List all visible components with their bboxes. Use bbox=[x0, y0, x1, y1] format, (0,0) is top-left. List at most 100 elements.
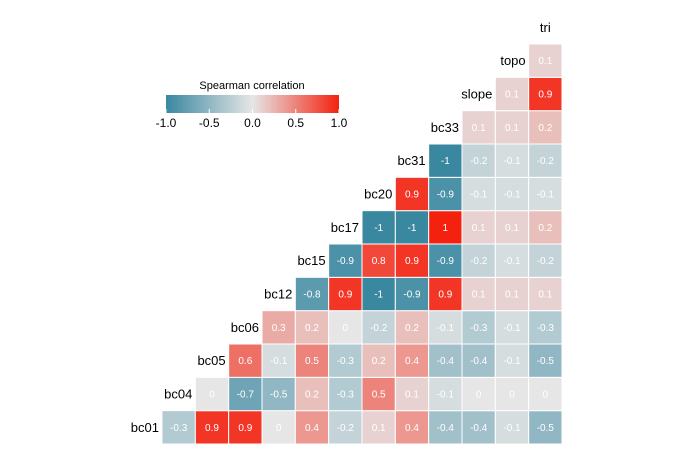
cell-value-bc17-tri: 0.2 bbox=[538, 223, 552, 234]
cell-value-bc06-topo: -0.1 bbox=[503, 323, 521, 334]
heatmap-cell-bc15-bc20 bbox=[361, 243, 396, 278]
heatmap-cell-bc06-bc20 bbox=[361, 310, 396, 345]
heatmap-cell-bc01-bc15 bbox=[294, 410, 330, 445]
cell-value-bc05-bc33: -0.4 bbox=[437, 356, 455, 367]
cell-value-bc05-bc31: 0.4 bbox=[405, 356, 419, 367]
cell-value-bc12-topo: 0.1 bbox=[505, 290, 519, 301]
cell-value-bc04-slope: 0 bbox=[476, 390, 482, 401]
heatmap-cell-bc33-topo bbox=[494, 110, 530, 145]
cell-value-bc01-bc33: -0.4 bbox=[437, 423, 455, 434]
heatmap-cell-bc01-bc04 bbox=[161, 410, 196, 445]
heatmap-cell-topo-tri bbox=[528, 43, 563, 78]
heatmap-cells: -0.3 0.9 0.9 0 0.4 -0.2 0.1 0.4 -0.4 -0.4 -0.1 -0.5… bbox=[161, 43, 563, 445]
heatmap-cell-bc15-bc31 bbox=[394, 243, 430, 278]
heatmap-cell-bc05-bc33 bbox=[428, 343, 463, 378]
heatmap-cell-bc33-tri bbox=[528, 110, 563, 145]
legend-tick-label: 1.0 bbox=[331, 116, 348, 130]
variable-label-bc20: bc20 bbox=[364, 187, 392, 202]
cell-value-bc05-bc06: 0.6 bbox=[238, 356, 252, 367]
cell-value-bc05-topo: -0.1 bbox=[503, 356, 521, 367]
heatmap-cell-bc33-slope bbox=[461, 110, 496, 145]
legend-title: Spearman correlation bbox=[199, 80, 304, 92]
cell-value-bc12-bc15: -0.8 bbox=[303, 290, 321, 301]
heatmap-cell-bc17-bc33 bbox=[428, 210, 463, 245]
variable-label-bc04: bc04 bbox=[164, 387, 192, 402]
heatmap-cell-bc04-bc05 bbox=[194, 376, 230, 412]
cell-value-bc05-slope: -0.4 bbox=[470, 356, 488, 367]
variable-label-bc31: bc31 bbox=[397, 153, 425, 168]
legend-tick-label: 0.5 bbox=[287, 116, 304, 130]
cell-value-bc04-bc15: 0.2 bbox=[305, 390, 319, 401]
cell-value-bc04-bc20: 0.5 bbox=[372, 390, 386, 401]
cell-value-bc17-topo: 0.1 bbox=[505, 223, 519, 234]
heatmap-cell-bc12-bc33 bbox=[428, 276, 463, 312]
heatmap-cell-bc04-bc33 bbox=[428, 376, 463, 412]
heatmap-cell-bc20-tri bbox=[528, 176, 563, 212]
cell-value-bc01-bc20: 0.1 bbox=[372, 423, 386, 434]
heatmap-cell-bc04-bc20 bbox=[361, 376, 396, 412]
heatmap-cell-bc05-bc31 bbox=[394, 343, 430, 378]
cell-value-bc06-bc31: 0.2 bbox=[405, 323, 419, 334]
cell-value-bc15-tri: -0.2 bbox=[537, 256, 555, 267]
cell-value-bc15-slope: -0.2 bbox=[470, 256, 488, 267]
heatmap-cell-bc31-bc33 bbox=[428, 143, 463, 178]
cell-value-bc05-bc12: -0.1 bbox=[270, 356, 288, 367]
heatmap-cell-bc17-bc20 bbox=[361, 210, 396, 245]
variable-label-bc17: bc17 bbox=[331, 220, 359, 235]
cell-value-bc05-bc15: 0.5 bbox=[305, 356, 319, 367]
heatmap-cell-bc17-slope bbox=[461, 210, 496, 245]
cell-value-bc06-bc17: 0 bbox=[343, 323, 349, 334]
cell-value-bc06-bc15: 0.2 bbox=[305, 323, 319, 334]
variable-label-bc05: bc05 bbox=[197, 353, 225, 368]
cell-value-bc15-topo: -0.1 bbox=[503, 256, 521, 267]
cell-value-bc17-bc31: -1 bbox=[408, 223, 417, 234]
cell-value-bc12-tri: 0.1 bbox=[538, 290, 552, 301]
cell-value-bc01-bc15: 0.4 bbox=[305, 423, 319, 434]
heatmap-cell-bc15-bc17 bbox=[328, 243, 363, 278]
cell-value-bc31-slope: -0.2 bbox=[470, 156, 488, 167]
legend-tick-label: -0.5 bbox=[199, 116, 220, 130]
cell-value-bc04-bc06: -0.7 bbox=[237, 390, 255, 401]
cell-value-bc31-tri: -0.2 bbox=[537, 156, 555, 167]
cell-value-bc12-bc31: -0.9 bbox=[403, 290, 421, 301]
cell-value-slope-tri: 0.9 bbox=[538, 90, 552, 101]
legend-ticks: -1.0 -0.5 0.0 0.5 1.0 bbox=[156, 109, 348, 130]
heatmap-cell-bc06-bc15 bbox=[294, 310, 330, 345]
cell-value-bc33-tri: 0.2 bbox=[538, 123, 552, 134]
cell-value-bc04-bc17: -0.3 bbox=[337, 390, 355, 401]
cell-value-bc05-bc17: -0.3 bbox=[337, 356, 355, 367]
variable-label-bc01: bc01 bbox=[131, 420, 159, 435]
heatmap-cell-bc04-slope bbox=[461, 376, 496, 412]
heatmap-cell-bc04-bc17 bbox=[328, 376, 363, 412]
cell-value-bc01-bc12: 0 bbox=[276, 423, 282, 434]
cell-value-bc17-bc20: -1 bbox=[374, 223, 383, 234]
cell-value-bc12-bc33: 0.9 bbox=[438, 290, 452, 301]
cell-value-bc33-slope: 0.1 bbox=[472, 123, 486, 134]
cell-value-bc01-bc06: 0.9 bbox=[238, 423, 252, 434]
cell-value-bc04-topo: 0 bbox=[509, 390, 515, 401]
heatmap-cell-bc06-bc17 bbox=[328, 310, 363, 345]
cell-value-bc01-slope: -0.4 bbox=[470, 423, 488, 434]
cell-value-bc05-tri: -0.5 bbox=[537, 356, 555, 367]
cell-value-bc05-bc20: 0.2 bbox=[372, 356, 386, 367]
cell-value-bc12-slope: 0.1 bbox=[472, 290, 486, 301]
heatmap-cell-bc01-bc20 bbox=[361, 410, 396, 445]
cell-value-bc01-bc31: 0.4 bbox=[405, 423, 419, 434]
cell-value-bc06-bc12: 0.3 bbox=[272, 323, 286, 334]
cell-value-bc01-bc04: -0.3 bbox=[170, 423, 188, 434]
cell-value-bc31-bc33: -1 bbox=[441, 156, 450, 167]
heatmap-cell-bc12-slope bbox=[461, 276, 496, 312]
cell-value-bc04-bc05: 0 bbox=[209, 390, 215, 401]
cell-value-bc01-topo: -0.1 bbox=[503, 423, 521, 434]
cell-value-bc20-bc33: -0.9 bbox=[437, 190, 455, 201]
legend-tick-label: 0.0 bbox=[244, 116, 261, 130]
variable-label-bc06: bc06 bbox=[231, 320, 259, 335]
variable-label-bc12: bc12 bbox=[264, 287, 292, 302]
heatmap-cell-bc01-bc17 bbox=[328, 410, 363, 445]
cell-value-bc06-bc33: -0.1 bbox=[437, 323, 455, 334]
heatmap-cell-bc05-bc17 bbox=[328, 343, 363, 378]
heatmap-cell-bc04-topo bbox=[494, 376, 530, 412]
heatmap-cell-bc01-tri bbox=[528, 410, 563, 445]
heatmap-cell-bc04-tri bbox=[528, 376, 563, 412]
